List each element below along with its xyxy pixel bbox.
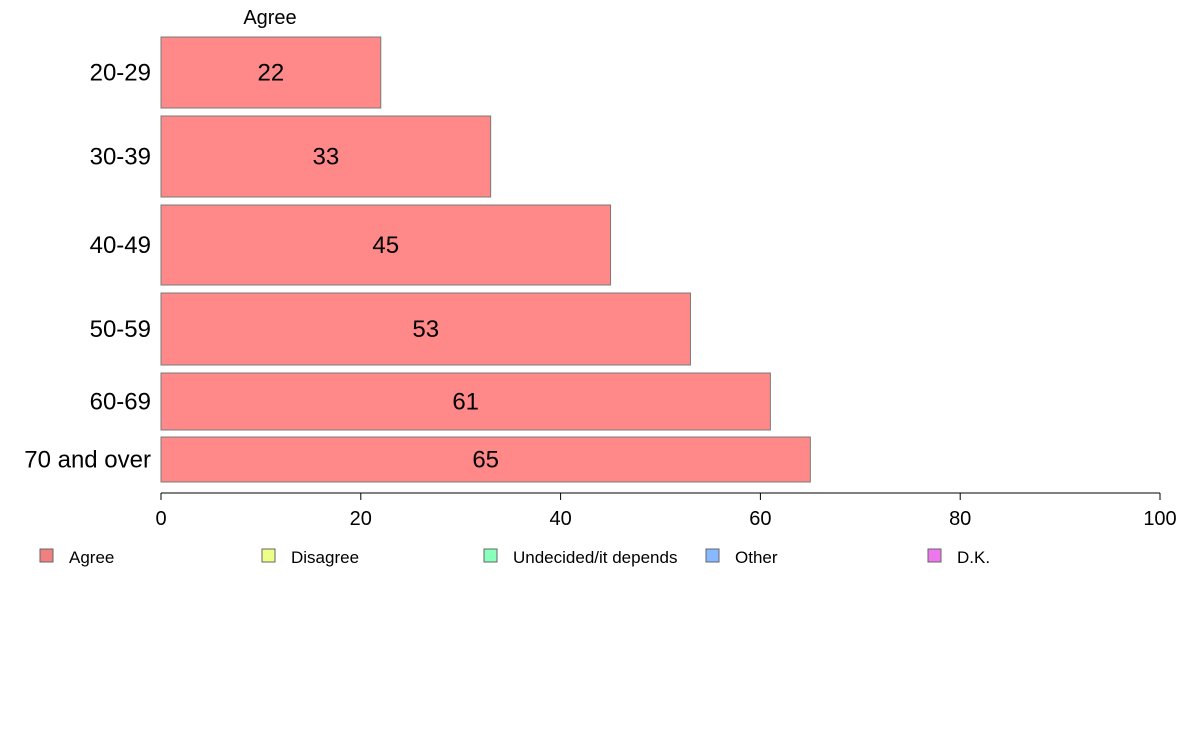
x-axis: 0 20 40 60 80 100 <box>155 492 1177 530</box>
bar-70-and-over <box>160 436 811 483</box>
legend-swatch <box>39 548 54 563</box>
bar-40-49 <box>160 204 612 286</box>
bar-50-59 <box>160 292 691 366</box>
legend-swatch <box>927 548 942 563</box>
legend-label: Disagree <box>291 548 359 567</box>
x-tick-label: 60 <box>749 508 771 530</box>
legend-label: D.K. <box>957 548 990 567</box>
bar-60-69 <box>160 372 771 431</box>
category-label: 70 and over <box>24 447 151 474</box>
legend-swatch <box>705 548 720 563</box>
x-tick-label: 40 <box>549 508 571 530</box>
bar-20-29 <box>160 36 382 109</box>
x-tick-label: 80 <box>949 508 971 530</box>
data-label: 45 <box>372 232 399 259</box>
category-label: 20-29 <box>90 60 151 87</box>
series-label: Agree <box>243 7 296 29</box>
category-label: 40-49 <box>90 232 151 259</box>
bars-layer: 22 33 45 53 61 65 <box>160 36 811 483</box>
category-label: 60-69 <box>90 389 151 416</box>
category-label: 50-59 <box>90 316 151 343</box>
legend-label: Other <box>735 548 778 567</box>
category-labels: 20-29 30-39 40-49 50-59 60-69 70 and over <box>24 60 151 474</box>
x-tick-label: 100 <box>1143 508 1176 530</box>
x-tick-label: 20 <box>350 508 372 530</box>
legend-swatch <box>483 548 498 563</box>
data-label: 61 <box>452 389 479 416</box>
legend-swatch <box>261 548 276 563</box>
data-label: 53 <box>412 316 439 343</box>
legend: Agree Disagree Undecided/it depends Other D.… <box>39 548 990 567</box>
data-label: 22 <box>258 60 285 87</box>
legend-label: Agree <box>69 548 114 567</box>
category-label: 30-39 <box>90 144 151 171</box>
x-tick-label: 0 <box>155 508 166 530</box>
data-label: 65 <box>472 447 499 474</box>
legend-label: Undecided/it depends <box>513 548 677 567</box>
bar-30-39 <box>160 115 492 198</box>
data-label: 33 <box>312 144 339 171</box>
